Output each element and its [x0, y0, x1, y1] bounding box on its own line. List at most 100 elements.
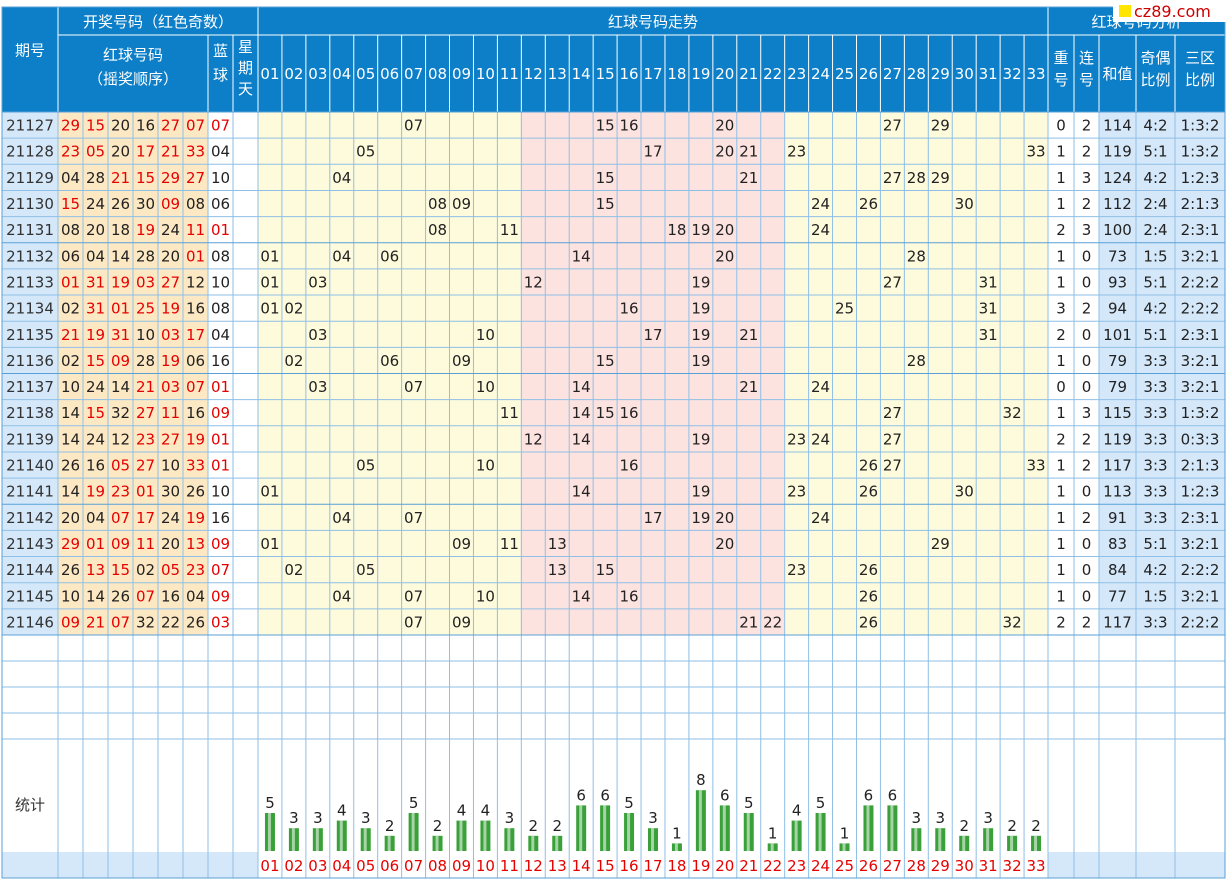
trend-cell — [832, 347, 857, 374]
trend-cell — [401, 268, 426, 296]
trend-cell — [760, 582, 785, 609]
trend-cell — [904, 295, 929, 322]
trend-cell — [329, 556, 354, 583]
number-column-header: 23 — [787, 65, 806, 83]
period-cell — [2, 451, 58, 479]
trend-cell — [760, 478, 785, 505]
stat-number-label: 32 — [1003, 857, 1022, 875]
trend-cell — [952, 530, 977, 557]
trend-cell — [593, 608, 618, 635]
red-ball-value: 14 — [111, 247, 130, 265]
odd-even-value: 3:3 — [1143, 378, 1167, 396]
trend-cell — [952, 478, 977, 505]
trend-cell — [688, 425, 713, 452]
trend-cell — [473, 373, 498, 400]
trend-cell — [258, 425, 282, 452]
trend-cell — [641, 504, 665, 531]
trend-cell — [329, 504, 354, 531]
trend-cell — [688, 295, 713, 322]
trend-cell — [664, 295, 689, 322]
stat-bar-highlight — [962, 835, 966, 851]
number-column-header: 18 — [667, 65, 686, 83]
stat-number-label: 33 — [1026, 857, 1045, 875]
odd-even-value: 3:3 — [1143, 457, 1167, 475]
trend-cell — [377, 478, 402, 505]
period-value: 21127 — [6, 117, 54, 135]
trend-cell — [760, 242, 785, 269]
zone-value: 1:3:2 — [1181, 404, 1220, 422]
red-ball-value: 28 — [136, 352, 155, 370]
stat-bar-value: 4 — [481, 802, 491, 820]
repeat-value: 2 — [1056, 221, 1066, 239]
red-ball-value: 27 — [136, 404, 155, 422]
trend-cell — [617, 504, 642, 531]
period-cell — [2, 268, 58, 296]
trend-cell — [736, 399, 761, 426]
stat-bar-value: 3 — [313, 809, 323, 827]
trend-hit-number: 02 — [284, 352, 303, 370]
number-column-header: 09 — [452, 65, 471, 83]
trend-hit-number: 15 — [596, 561, 615, 579]
trend-cell — [401, 164, 426, 191]
trend-cell — [258, 216, 282, 243]
period-cell — [2, 138, 58, 165]
trend-cell — [688, 190, 713, 217]
repeat-value: 2 — [1056, 326, 1066, 344]
trend-cell — [497, 608, 522, 635]
trend-hit-number: 19 — [691, 300, 710, 318]
repeat-value: 2 — [1056, 430, 1066, 448]
odd-even-value: 2:4 — [1143, 195, 1167, 213]
trend-cell — [736, 530, 761, 557]
trend-cell — [521, 451, 546, 479]
trend-cell — [329, 164, 354, 191]
trend-cell — [928, 582, 953, 609]
trend-cell — [473, 216, 498, 243]
consec-value: 3 — [1082, 404, 1092, 422]
trend-cell — [593, 451, 618, 479]
trend-cell — [521, 112, 546, 139]
stat-bar-highlight — [603, 805, 607, 851]
trend-cell — [329, 295, 354, 322]
trend-cell — [904, 373, 929, 400]
stat-bar-highlight — [387, 835, 391, 851]
trend-cell — [401, 242, 426, 269]
zone-value: 2:3:1 — [1181, 509, 1220, 527]
trend-cell — [545, 347, 570, 374]
trend-cell — [329, 347, 354, 374]
stat-number-label: 11 — [500, 857, 519, 875]
trend-cell — [952, 164, 977, 191]
period-cell — [2, 399, 58, 426]
trend-cell — [664, 582, 689, 609]
trend-cell — [545, 164, 570, 191]
stat-bar-highlight — [818, 813, 822, 851]
trend-hit-number: 13 — [548, 535, 567, 553]
consec-value: 3 — [1082, 169, 1092, 187]
red-ball-value: 13 — [86, 561, 105, 579]
red-ball-value: 21 — [86, 613, 105, 631]
trend-cell — [281, 216, 306, 243]
trend-cell — [473, 582, 498, 609]
trend-cell — [617, 556, 642, 583]
stat-bar-value: 5 — [744, 794, 754, 812]
stat-bar-value: 6 — [576, 786, 586, 804]
trend-cell — [425, 556, 450, 583]
trend-cell — [784, 556, 809, 583]
red-ball-value: 04 — [86, 247, 105, 265]
odd-even-value: 3:3 — [1143, 483, 1167, 501]
analysis-cell — [1099, 138, 1225, 165]
trend-hit-number: 31 — [979, 273, 998, 291]
analysis-cell — [1099, 321, 1225, 348]
sum-value: 77 — [1108, 587, 1127, 605]
trend-cell — [736, 556, 761, 583]
stat-bar-value: 8 — [696, 771, 706, 789]
number-column-header: 32 — [1003, 65, 1022, 83]
stat-bar-highlight — [459, 820, 463, 851]
consec-header: 号 — [1079, 71, 1094, 89]
trend-cell — [784, 373, 809, 400]
trend-cell — [976, 347, 1001, 374]
trend-hit-number: 26 — [859, 457, 878, 475]
trend-cell — [545, 112, 570, 139]
trend-cell — [664, 242, 689, 269]
blue-ball-value: 09 — [211, 535, 230, 553]
trend-cell — [712, 530, 737, 557]
